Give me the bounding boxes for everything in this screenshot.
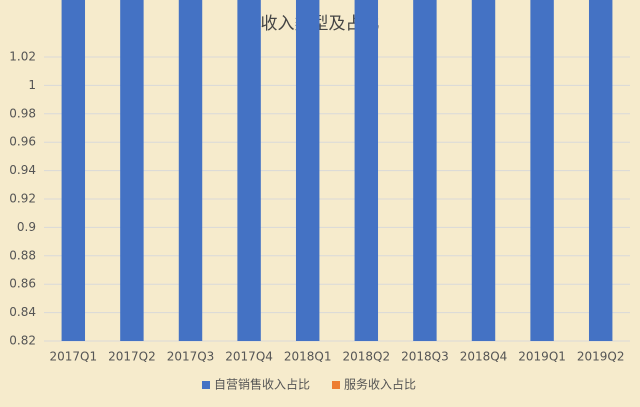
y-tick-label: 0.84 [9, 305, 36, 319]
y-tick-label: 0.96 [9, 135, 36, 149]
bar [61, 0, 86, 341]
x-tick-label: 2018Q1 [284, 350, 332, 364]
bar [237, 0, 261, 341]
x-tick-label: 2017Q1 [49, 350, 97, 364]
x-tick-label: 2017Q4 [225, 350, 273, 364]
y-tick-label: 0.9 [17, 220, 36, 234]
bar [413, 0, 437, 341]
x-tick-label: 2019Q2 [577, 350, 625, 364]
x-tick-label: 2017Q2 [108, 350, 156, 364]
y-tick-label: 0.86 [9, 277, 36, 291]
x-tick-label: 2018Q4 [460, 350, 508, 364]
bar [295, 0, 320, 341]
bar [530, 0, 554, 341]
y-tick-label: 0.82 [9, 334, 36, 348]
bar [471, 0, 496, 341]
x-tick-label: 2018Q3 [401, 350, 449, 364]
legend-swatch [202, 381, 210, 389]
x-tick-label: 2017Q3 [167, 350, 215, 364]
bar [178, 0, 203, 341]
legend-label: 自营销售收入占比 [214, 377, 310, 392]
y-tick-label: 0.92 [9, 192, 36, 206]
x-tick-label: 2018Q2 [342, 350, 390, 364]
bar [120, 0, 144, 341]
y-tick-label: 1.02 [9, 50, 36, 64]
legend-label: 服务收入占比 [344, 377, 416, 392]
y-tick-label: 0.98 [9, 106, 36, 120]
y-tick-label: 0.94 [9, 163, 36, 177]
y-tick-label: 1 [28, 78, 36, 92]
legend-swatch [332, 381, 340, 389]
y-tick-label: 0.88 [9, 248, 36, 262]
x-tick-label: 2019Q1 [518, 350, 566, 364]
bar [354, 0, 379, 341]
chart-title: 收入类型及占比 [261, 14, 380, 34]
bar [588, 0, 613, 341]
